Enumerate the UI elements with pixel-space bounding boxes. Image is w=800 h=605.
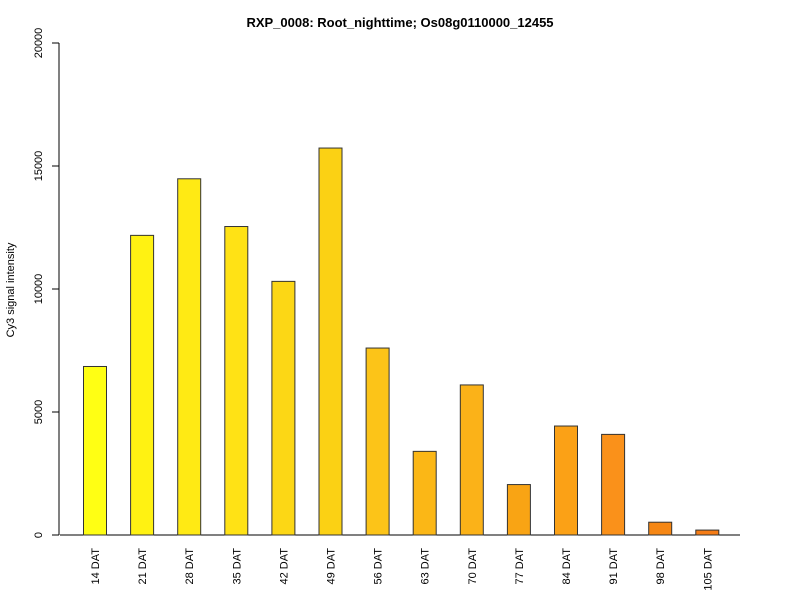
bar-91-dat: [601, 433, 626, 536]
bar-77-dat: [506, 484, 531, 536]
x-tick-label: 35 DAT: [231, 548, 243, 585]
x-tick-label: 70 DAT: [467, 548, 479, 585]
x-tick-label: 98 DAT: [655, 548, 667, 585]
bar-21-dat: [130, 234, 155, 536]
x-tick-label: 56 DAT: [373, 548, 385, 585]
x-tick-label: 63 DAT: [420, 548, 432, 585]
bar-105-dat: [695, 529, 720, 536]
bar-84-dat: [554, 425, 578, 536]
x-tick-label: 42 DAT: [278, 548, 290, 585]
x-tick-label: 14 DAT: [90, 548, 102, 585]
x-tick-label: 21 DAT: [137, 548, 149, 585]
y-tick-label: 10000: [33, 274, 45, 305]
bar-35-dat: [224, 226, 249, 536]
bar-42-dat: [271, 280, 296, 536]
x-tick-label: 49 DAT: [326, 548, 338, 585]
bar-98-dat: [648, 521, 673, 536]
bar-14-dat: [83, 365, 107, 536]
y-tick-label: 15000: [33, 151, 45, 182]
bar-49-dat: [318, 147, 343, 536]
chart-title: RXP_0008: Root_nighttime; Os08g0110000_1…: [246, 15, 553, 30]
y-tick-label: 20000: [33, 28, 45, 59]
x-tick-label: 84 DAT: [561, 548, 573, 585]
y-tick-label: 5000: [33, 400, 45, 424]
bar-63-dat: [412, 450, 437, 536]
x-tick-label: 105 DAT: [702, 548, 714, 591]
y-axis-label: Cy3 signal intensity: [5, 242, 17, 337]
x-tick-label: 28 DAT: [184, 548, 196, 585]
bar-70-dat: [459, 384, 484, 536]
y-axis: 0 5000 10000 15000 20000: [33, 28, 60, 538]
bar-28-dat: [177, 178, 202, 536]
bar-56-dat: [365, 347, 390, 536]
y-tick-label: 0: [33, 532, 45, 538]
bars: [83, 147, 720, 536]
x-tick-label: 91 DAT: [608, 548, 620, 585]
x-tick-labels: 14 DAT 21 DAT 28 DAT 35 DAT 42 DAT 49 DAT 56 D…: [90, 548, 714, 591]
x-tick-label: 77 DAT: [514, 548, 526, 585]
